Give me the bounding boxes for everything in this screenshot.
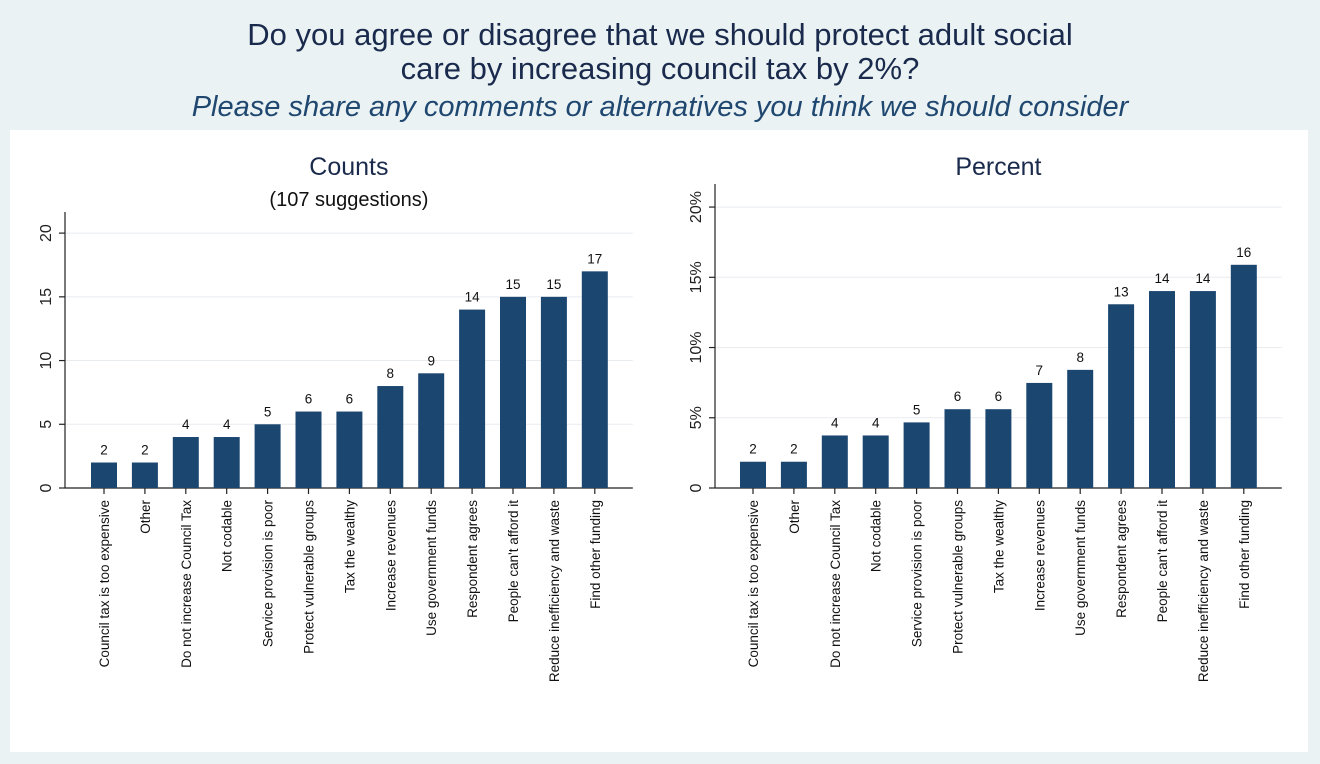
chart-1-category-label: Do not increase Council Tax [828, 500, 843, 668]
chart-0-bar [500, 296, 526, 488]
chart-1-bar [1108, 304, 1135, 488]
chart-0-data-label: 8 [387, 366, 395, 381]
chart-0-data-label: 15 [546, 277, 561, 292]
chart-1-category-label: Tax the wealthy [991, 500, 1006, 593]
chart-1-category-label: Use government funds [1073, 500, 1088, 636]
chart-1-title: Percent [955, 153, 1041, 181]
chart-0-category-label: Protect vulnerable groups [302, 500, 317, 654]
chart-0-bar [91, 462, 117, 488]
chart-0-data-label: 2 [141, 443, 149, 458]
chart-0-bar [172, 437, 199, 488]
chart-1-data-label: 8 [1076, 350, 1084, 365]
chart-1-data-label: 6 [954, 389, 962, 404]
chart-1-bar [821, 435, 848, 488]
chart-1-category-label: Respondent agrees [1114, 500, 1129, 618]
chart-0-bar [131, 462, 158, 488]
chart-1-category-label: Service provision is poor [910, 500, 925, 648]
chart-1-y-tick-label: 0 [688, 483, 705, 492]
chart-0-subtitle: (107 suggestions) [269, 189, 428, 211]
chart-1-bar [903, 422, 930, 488]
chart-0-category-label: Find other funding [588, 500, 603, 609]
chart-title-line2: care by increasing council tax by 2%? [400, 51, 920, 86]
chart-0-data-label: 6 [346, 392, 354, 407]
chart-0-data-label: 14 [465, 290, 481, 305]
chart-0-data-label: 17 [587, 251, 602, 266]
chart-subtitle: Please share any comments or alternative… [191, 91, 1129, 123]
chart-1-data-label: 4 [872, 415, 880, 430]
chart-1-y-tick-label: 10% [688, 332, 705, 364]
chart-0-bar [581, 271, 608, 488]
chart-1-bar [1149, 291, 1175, 488]
chart-0-category-label: Increase revenues [383, 500, 398, 611]
chart-1-category-label: Increase revenues [1032, 500, 1047, 611]
chart-1-data-label: 7 [1036, 363, 1044, 378]
chart-1-y-tick-label: 15% [688, 261, 705, 293]
chart-0-data-label: 6 [305, 392, 313, 407]
chart-title: Do you agree or disagree that we should … [0, 18, 1320, 86]
chart-0-y-tick-label: 15 [38, 288, 55, 306]
chart-1-y-tick-label: 20% [688, 191, 705, 223]
chart-1-bar [1067, 369, 1094, 488]
chart-0-data-label: 2 [100, 443, 108, 458]
chart-1-bar [780, 461, 807, 488]
chart-0-bar [377, 386, 404, 488]
chart-0-bar [336, 411, 363, 488]
chart-1-data-label: 5 [913, 402, 921, 417]
chart-1-category-label: Not codable [869, 500, 884, 572]
chart-0-y-tick-label: 20 [38, 224, 55, 242]
chart-0-category-label: People can't afford it [506, 500, 521, 623]
chart-title-line1: Do you agree or disagree that we should … [247, 17, 1073, 52]
chart-1-data-label: 14 [1154, 271, 1170, 286]
chart-1-bar [1230, 264, 1257, 488]
chart-1-category-label: People can't afford it [1155, 500, 1170, 623]
chart-1-category-label: Protect vulnerable groups [951, 500, 966, 654]
chart-0-data-label: 9 [427, 353, 435, 368]
chart-1-data-label: 6 [995, 389, 1003, 404]
chart-0-category-label: Council tax is too expensive [97, 500, 112, 667]
chart-1-data-label: 2 [749, 442, 757, 457]
chart-0-bar [295, 411, 322, 488]
chart-0-title: Counts [309, 153, 388, 181]
chart-0-category-label: Reduce inefficiency and waste [547, 500, 562, 682]
header: Do you agree or disagree that we should … [0, 0, 1320, 128]
chart-0-bar [213, 437, 240, 488]
chart-0-bar [540, 296, 567, 488]
chart-1-bar [944, 409, 971, 488]
chart-1-data-label: 4 [831, 415, 839, 430]
chart-1-category-label: Council tax is too expensive [746, 500, 761, 667]
chart-1-bar [1189, 291, 1216, 488]
chart-0-category-label: Other [138, 499, 153, 533]
chart-1-bar [740, 461, 766, 488]
chart-0-category-label: Respondent agrees [465, 500, 480, 618]
chart-1-data-label: 16 [1236, 245, 1251, 260]
charts-panel: Counts (107 suggestions) 0 5 10 15 20 2 Council … [10, 130, 1308, 752]
chart-1-data-label: 14 [1195, 271, 1211, 286]
chart-1-category-label: Find other funding [1237, 500, 1252, 609]
chart-0-bar [254, 424, 281, 488]
chart-1-bar [1026, 382, 1053, 488]
chart-1-y-tick-label: 5% [688, 406, 705, 429]
chart-0-category-label: Tax the wealthy [342, 500, 357, 593]
chart-0-data-label: 4 [182, 417, 190, 432]
chart-0-y-tick-label: 5 [38, 420, 55, 429]
chart-1-bar [862, 435, 889, 488]
chart-0-bar [418, 373, 445, 488]
chart-0-data-label: 4 [223, 417, 231, 432]
chart-1-data-label: 2 [790, 442, 798, 457]
chart-0-category-label: Use government funds [424, 500, 439, 636]
chart-1-data-label: 13 [1114, 284, 1129, 299]
chart-0-y-tick-label: 10 [38, 352, 55, 370]
chart-0-data-label: 5 [264, 404, 272, 419]
chart-1-category-label: Reduce inefficiency and waste [1196, 500, 1211, 682]
chart-1-bar [985, 409, 1012, 488]
chart-0-data-label: 15 [505, 277, 520, 292]
chart-0-category-label: Do not increase Council Tax [179, 500, 194, 668]
charts-svg: Counts(107 suggestions)051015202Council … [38, 153, 1282, 682]
chart-0-category-label: Service provision is poor [261, 500, 276, 648]
chart-0-category-label: Not codable [220, 500, 235, 572]
chart-0-bar [459, 309, 486, 488]
chart-0-y-tick-label: 0 [38, 483, 55, 492]
chart-1-category-label: Other [787, 499, 802, 533]
